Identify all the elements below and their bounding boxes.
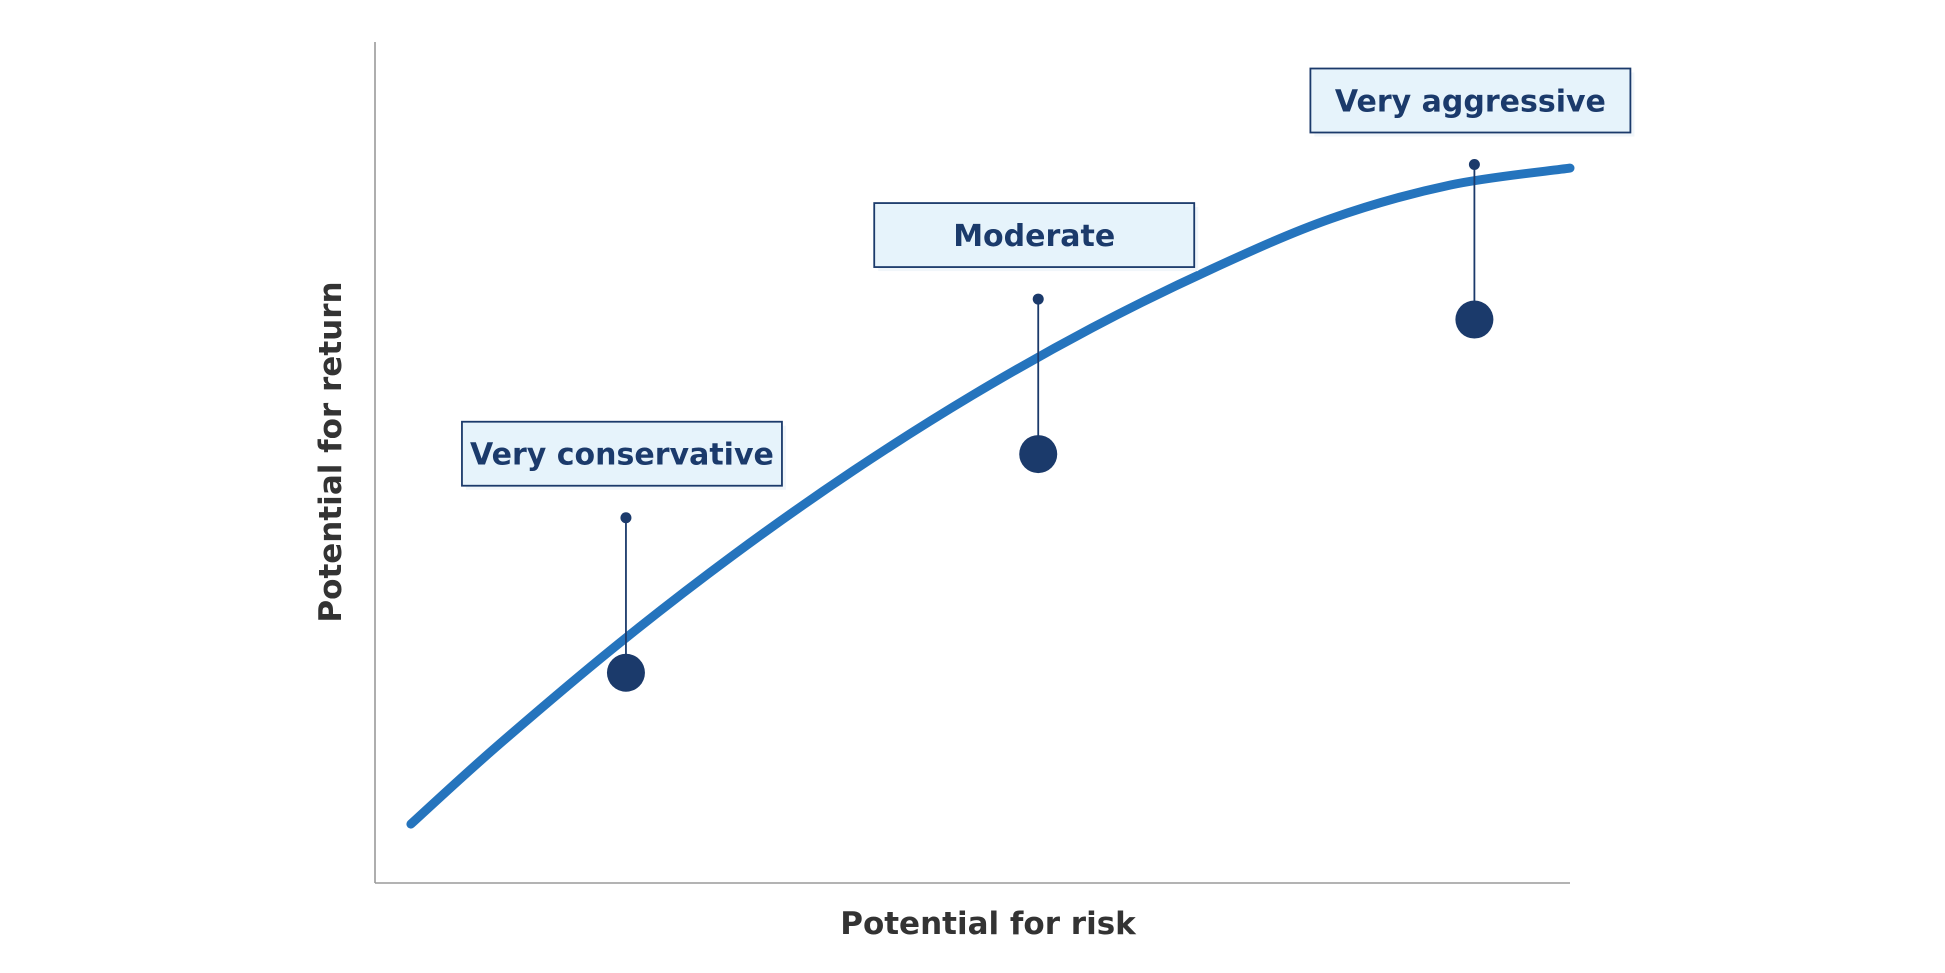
label-box — [1309, 67, 1632, 134]
label-text: Moderate — [953, 219, 1115, 254]
annotations: Very conservative Moderate Very aggressive — [461, 67, 1635, 692]
leader-pin — [620, 512, 632, 524]
axes — [374, 42, 1570, 884]
x-axis-title: Potential for risk — [840, 906, 1137, 942]
label-box — [461, 420, 783, 487]
label-box — [873, 202, 1196, 268]
leader-pin — [1468, 159, 1480, 171]
label-text: Very conservative — [470, 438, 774, 473]
y-axis-title: Potential for return — [313, 281, 349, 622]
annotation-moderate: Moderate — [873, 202, 1199, 474]
leader-pin — [1032, 293, 1044, 305]
annotation-very-conservative: Very conservative — [461, 420, 786, 692]
curve-point-marker — [606, 653, 645, 692]
annotation-very-aggressive: Very aggressive — [1309, 67, 1635, 339]
curve-point-marker — [1455, 300, 1494, 339]
label-text: Very aggressive — [1335, 85, 1606, 120]
risk-return-curve — [406, 163, 1575, 829]
curve-point-marker — [1019, 435, 1058, 474]
